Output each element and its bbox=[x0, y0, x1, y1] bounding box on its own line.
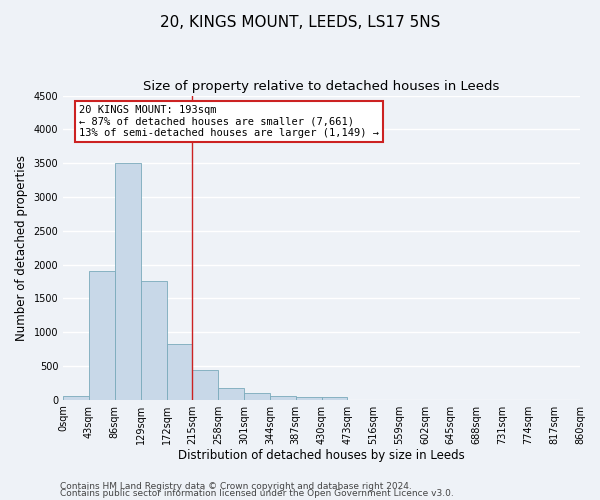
Title: Size of property relative to detached houses in Leeds: Size of property relative to detached ho… bbox=[143, 80, 500, 93]
X-axis label: Distribution of detached houses by size in Leeds: Distribution of detached houses by size … bbox=[178, 450, 465, 462]
Bar bbox=[63, 396, 89, 400]
Bar bbox=[218, 388, 244, 400]
Bar bbox=[167, 344, 193, 400]
Bar bbox=[140, 282, 167, 400]
Bar bbox=[89, 272, 115, 400]
Bar bbox=[193, 370, 218, 400]
Text: Contains HM Land Registry data © Crown copyright and database right 2024.: Contains HM Land Registry data © Crown c… bbox=[60, 482, 412, 491]
Bar bbox=[270, 396, 296, 400]
Bar bbox=[244, 393, 270, 400]
Bar bbox=[296, 397, 322, 400]
Bar bbox=[322, 397, 347, 400]
Text: 20 KINGS MOUNT: 193sqm
← 87% of detached houses are smaller (7,661)
13% of semi-: 20 KINGS MOUNT: 193sqm ← 87% of detached… bbox=[79, 104, 379, 138]
Text: Contains public sector information licensed under the Open Government Licence v3: Contains public sector information licen… bbox=[60, 490, 454, 498]
Y-axis label: Number of detached properties: Number of detached properties bbox=[15, 154, 28, 340]
Text: 20, KINGS MOUNT, LEEDS, LS17 5NS: 20, KINGS MOUNT, LEEDS, LS17 5NS bbox=[160, 15, 440, 30]
Bar bbox=[115, 163, 140, 400]
